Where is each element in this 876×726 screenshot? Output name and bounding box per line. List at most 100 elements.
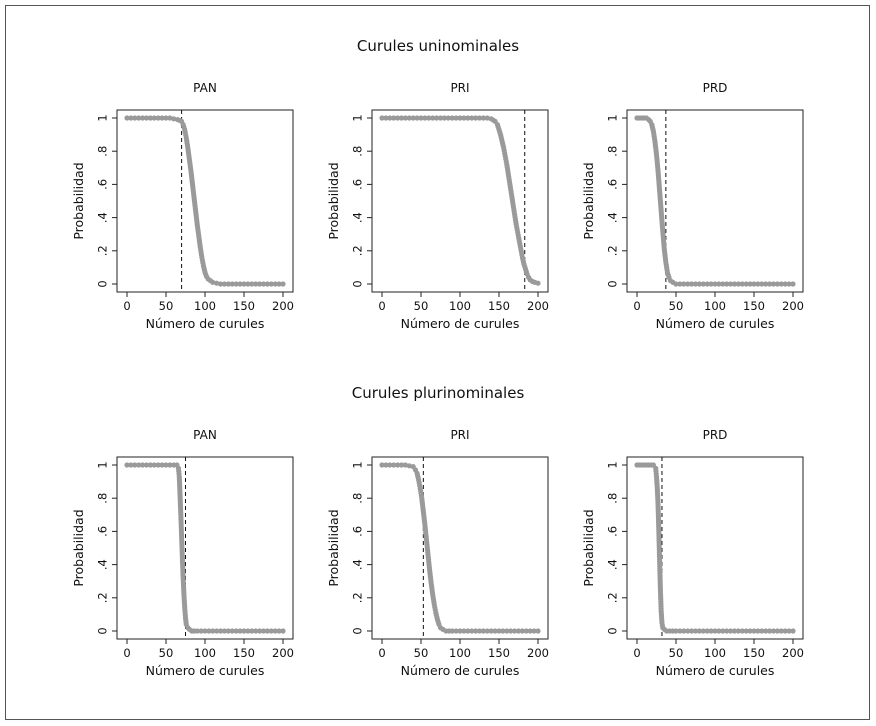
panel-uninominal-pan-ytick-label: .8 xyxy=(96,146,110,157)
panel-uninominal-prd-point xyxy=(751,281,757,287)
panel-plurinominal-pri-point xyxy=(500,628,506,634)
panel-plurinominal-pri-point xyxy=(449,628,455,634)
panel-uninominal-pan-point xyxy=(257,281,263,287)
panel-uninominal-prd-title: PRD xyxy=(703,81,728,95)
panel-plurinominal-pri-point xyxy=(406,463,412,469)
panel-plurinominal-pri-point xyxy=(480,628,486,634)
panel-plurinominal-pri-plot-frame xyxy=(371,456,549,640)
panel-plurinominal-pri-ylabel: Probabilidad xyxy=(326,509,341,586)
panel-uninominal-prd-point xyxy=(712,281,718,287)
panel-plurinominal-prd-point xyxy=(747,628,753,634)
panel-uninominal-prd-xtick-label: 150 xyxy=(743,299,765,313)
panel-uninominal-pan-point xyxy=(163,115,169,121)
panel-uninominal-prd-point xyxy=(778,281,784,287)
panel-plurinominal-prd-ytick-label: .8 xyxy=(606,493,620,504)
panel-uninominal-pan-xtick-label: 50 xyxy=(159,299,174,313)
panel-uninominal-pri-point xyxy=(441,115,447,121)
panel-plurinominal-prd-point xyxy=(755,628,761,634)
panel-plurinominal-pri-ytick-label: .8 xyxy=(351,493,365,504)
panel-plurinominal-pri-point xyxy=(402,462,408,468)
panel-plurinominal-prd-point xyxy=(751,628,757,634)
panel-uninominal-pan-ytick-label: 0 xyxy=(96,280,110,287)
panel-plurinominal-prd-point xyxy=(774,628,781,634)
panel-uninominal-pri-xtick-label: 150 xyxy=(488,299,510,313)
panel-uninominal-prd-point xyxy=(790,281,796,287)
panel-uninominal-pri-point xyxy=(379,115,385,121)
panel-plurinominal-pri-xtick-label: 100 xyxy=(449,646,471,660)
panel-uninominal-prd-point xyxy=(704,281,710,287)
panel-plurinominal-pan-point xyxy=(136,462,142,468)
panel-plurinominal-pan-point xyxy=(276,628,282,634)
panel-uninominal-pan-point xyxy=(245,281,251,287)
panel-plurinominal-prd-point xyxy=(739,628,745,634)
panel-uninominal-pri-xlabel: Número de curules xyxy=(401,316,520,331)
panel-uninominal-pri-point xyxy=(437,115,444,121)
panel-plurinominal-prd-point xyxy=(759,628,765,634)
panel-plurinominal-pan-ytick-label: .6 xyxy=(96,526,110,537)
panel-plurinominal-pri-point xyxy=(473,628,479,634)
panel-plurinominal-prd-point xyxy=(720,628,726,634)
panel-uninominal-pri-point xyxy=(426,115,432,121)
panel-plurinominal-pri-point xyxy=(535,628,541,634)
panel-uninominal-pan-point xyxy=(159,115,165,121)
panel-uninominal-pri-point xyxy=(473,115,479,121)
panel-plurinominal-prd-point xyxy=(790,628,796,634)
panel-plurinominal-pan-xtick-label: 150 xyxy=(233,646,255,660)
panel-uninominal-prd-point xyxy=(743,281,749,287)
panel-uninominal-prd-point xyxy=(782,281,788,287)
panel-plurinominal-pri-point xyxy=(527,628,533,634)
panel-uninominal-pan-point xyxy=(225,281,231,287)
panel-plurinominal-prd-point xyxy=(728,628,734,634)
panel-uninominal-prd-point xyxy=(685,281,691,287)
panel-plurinominal-pri-point xyxy=(476,628,483,634)
panel-plurinominal-prd-point xyxy=(735,628,742,634)
panel-plurinominal-pan-point xyxy=(198,628,204,634)
panel-uninominal-prd-ytick-label: .4 xyxy=(606,212,620,223)
panel-uninominal-prd-point xyxy=(759,281,765,287)
panel-plurinominal-pri-point xyxy=(379,462,385,468)
panel-plurinominal-pan-point xyxy=(128,462,134,468)
panel-plurinominal-pri-point xyxy=(531,628,537,634)
panel-uninominal-pri-point xyxy=(480,115,486,121)
panel-uninominal-prd-point xyxy=(689,281,695,287)
panel-uninominal-prd-ylabel: Probabilidad xyxy=(581,162,596,239)
panel-uninominal-prd-point xyxy=(677,281,683,287)
panel-plurinominal-pan-ylabel: Probabilidad xyxy=(71,509,86,586)
panel-plurinominal-pan-point xyxy=(159,462,165,468)
section-title-plurinominal: Curules plurinominales xyxy=(352,384,525,402)
panel-uninominal-pri-point xyxy=(434,115,440,121)
panel-plurinominal-pan-point xyxy=(132,462,138,468)
panel-plurinominal-prd-point xyxy=(681,628,687,634)
panel-plurinominal-pan-point xyxy=(233,628,239,634)
panel-plurinominal-pri-point xyxy=(488,628,494,634)
panel-plurinominal-pri-xlabel: Número de curules xyxy=(401,663,520,678)
panel-plurinominal-pri-xtick-label: 200 xyxy=(527,646,549,660)
panel-uninominal-pan-point xyxy=(237,281,243,287)
panel-plurinominal-prd: PRD 0 .2 .4 .6 .8 1 0 50 100 150 200 Número de curul… xyxy=(581,428,804,678)
panel-uninominal-pri-point xyxy=(535,280,541,286)
panel-plurinominal-pan-ytick-label: 0 xyxy=(96,627,110,634)
panel-uninominal-prd-point xyxy=(716,281,722,287)
panel-plurinominal-pan-ytick-label: .4 xyxy=(96,559,110,570)
panel-uninominal-pri-point xyxy=(414,115,420,121)
panel-uninominal-prd-ytick-label: .8 xyxy=(606,146,620,157)
panel-plurinominal-pan-point xyxy=(194,628,200,634)
panel-uninominal-pri-ytick-label: .8 xyxy=(351,146,365,157)
panel-uninominal-prd-points xyxy=(634,115,796,287)
panel-uninominal-pri-xtick-label: 100 xyxy=(449,299,471,313)
panel-uninominal-prd-point xyxy=(770,281,777,287)
panel-plurinominal-pri-point xyxy=(469,628,475,634)
panel-uninominal-prd-xtick-label: 100 xyxy=(704,299,726,313)
panel-uninominal-pri-point xyxy=(476,115,483,121)
panel-plurinominal-prd-point xyxy=(700,628,706,634)
panel-uninominal-pri-point xyxy=(398,115,405,121)
panel-uninominal-pri-point xyxy=(402,115,408,121)
panel-plurinominal-prd-point xyxy=(786,628,792,634)
panel-uninominal-prd-point xyxy=(700,281,706,287)
panel-uninominal-pri-ytick-label: .4 xyxy=(351,212,365,223)
panel-uninominal-pan-point xyxy=(260,281,267,287)
panel-uninominal-pri-point xyxy=(469,115,475,121)
panel-uninominal-pri-point xyxy=(453,115,459,121)
panel-uninominal-pan-ytick-label: .6 xyxy=(96,179,110,190)
panel-uninominal-pan-point xyxy=(268,281,274,287)
